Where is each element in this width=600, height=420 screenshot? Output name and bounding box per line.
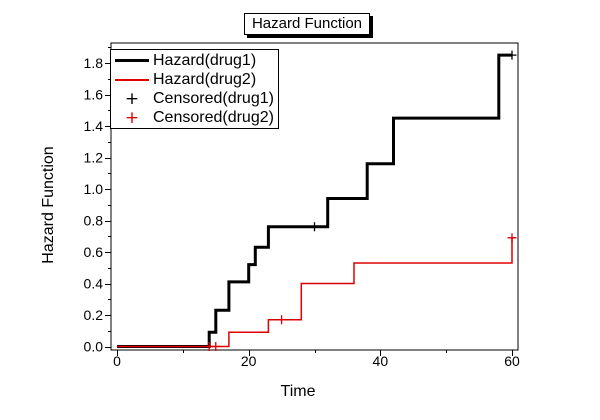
svg-text:0.0: 0.0	[84, 339, 104, 355]
svg-text:0.4: 0.4	[84, 276, 104, 292]
chart-title: Hazard Function	[251, 15, 363, 32]
svg-text:1.2: 1.2	[84, 150, 104, 166]
svg-text:1.8: 1.8	[84, 55, 104, 71]
svg-text:20: 20	[241, 353, 257, 369]
legend-item-censored-drug2: + Censored(drug2)	[111, 108, 278, 127]
svg-text:60: 60	[504, 353, 520, 369]
hazard-drug2-line-swatch	[111, 78, 153, 81]
censored-drug1-plus-swatch: +	[124, 88, 140, 109]
svg-text:0.6: 0.6	[84, 244, 104, 260]
series-censored-drug2-	[204, 233, 517, 351]
legend-label-hazard-drug1: Hazard(drug1)	[153, 51, 257, 69]
svg-text:0.2: 0.2	[84, 307, 104, 323]
plot-frame	[110, 42, 519, 351]
svg-text:1.4: 1.4	[84, 118, 104, 134]
legend-label-censored-drug2: Censored(drug2)	[153, 108, 274, 126]
y-axis-ticks: 0.0 0.2 0.4 0.6 0.8 1.0 1.2 1.4 1.6 1.8	[84, 47, 111, 355]
chart-title-box: Hazard Function	[244, 13, 370, 35]
x-axis-title: Time	[280, 383, 316, 400]
series-censored-drug1-	[310, 50, 517, 232]
svg-text:1.0: 1.0	[84, 181, 104, 197]
legend-item-censored-drug1: + Censored(drug1)	[111, 89, 278, 108]
legend-label-censored-drug1: Censored(drug1)	[153, 89, 274, 107]
legend: Hazard(drug1) Hazard(drug2) + Censored(d…	[110, 49, 279, 129]
svg-text:0: 0	[113, 353, 121, 369]
series-hazard-drug1-	[117, 53, 512, 348]
legend-item-hazard-drug1: Hazard(drug1)	[111, 51, 278, 70]
hazard-drug1-line-swatch	[111, 59, 153, 62]
svg-text:0.8: 0.8	[84, 213, 104, 229]
svg-text:40: 40	[373, 353, 389, 369]
legend-label-hazard-drug2: Hazard(drug2)	[153, 70, 257, 88]
legend-item-hazard-drug2: Hazard(drug2)	[111, 70, 278, 89]
y-axis-title: Hazard Function	[40, 146, 57, 264]
series-hazard-drug2-	[117, 237, 515, 348]
censored-drug2-plus-swatch: +	[124, 107, 140, 128]
svg-text:1.6: 1.6	[84, 87, 104, 103]
x-axis-ticks: 0 20 40 60	[113, 350, 520, 369]
